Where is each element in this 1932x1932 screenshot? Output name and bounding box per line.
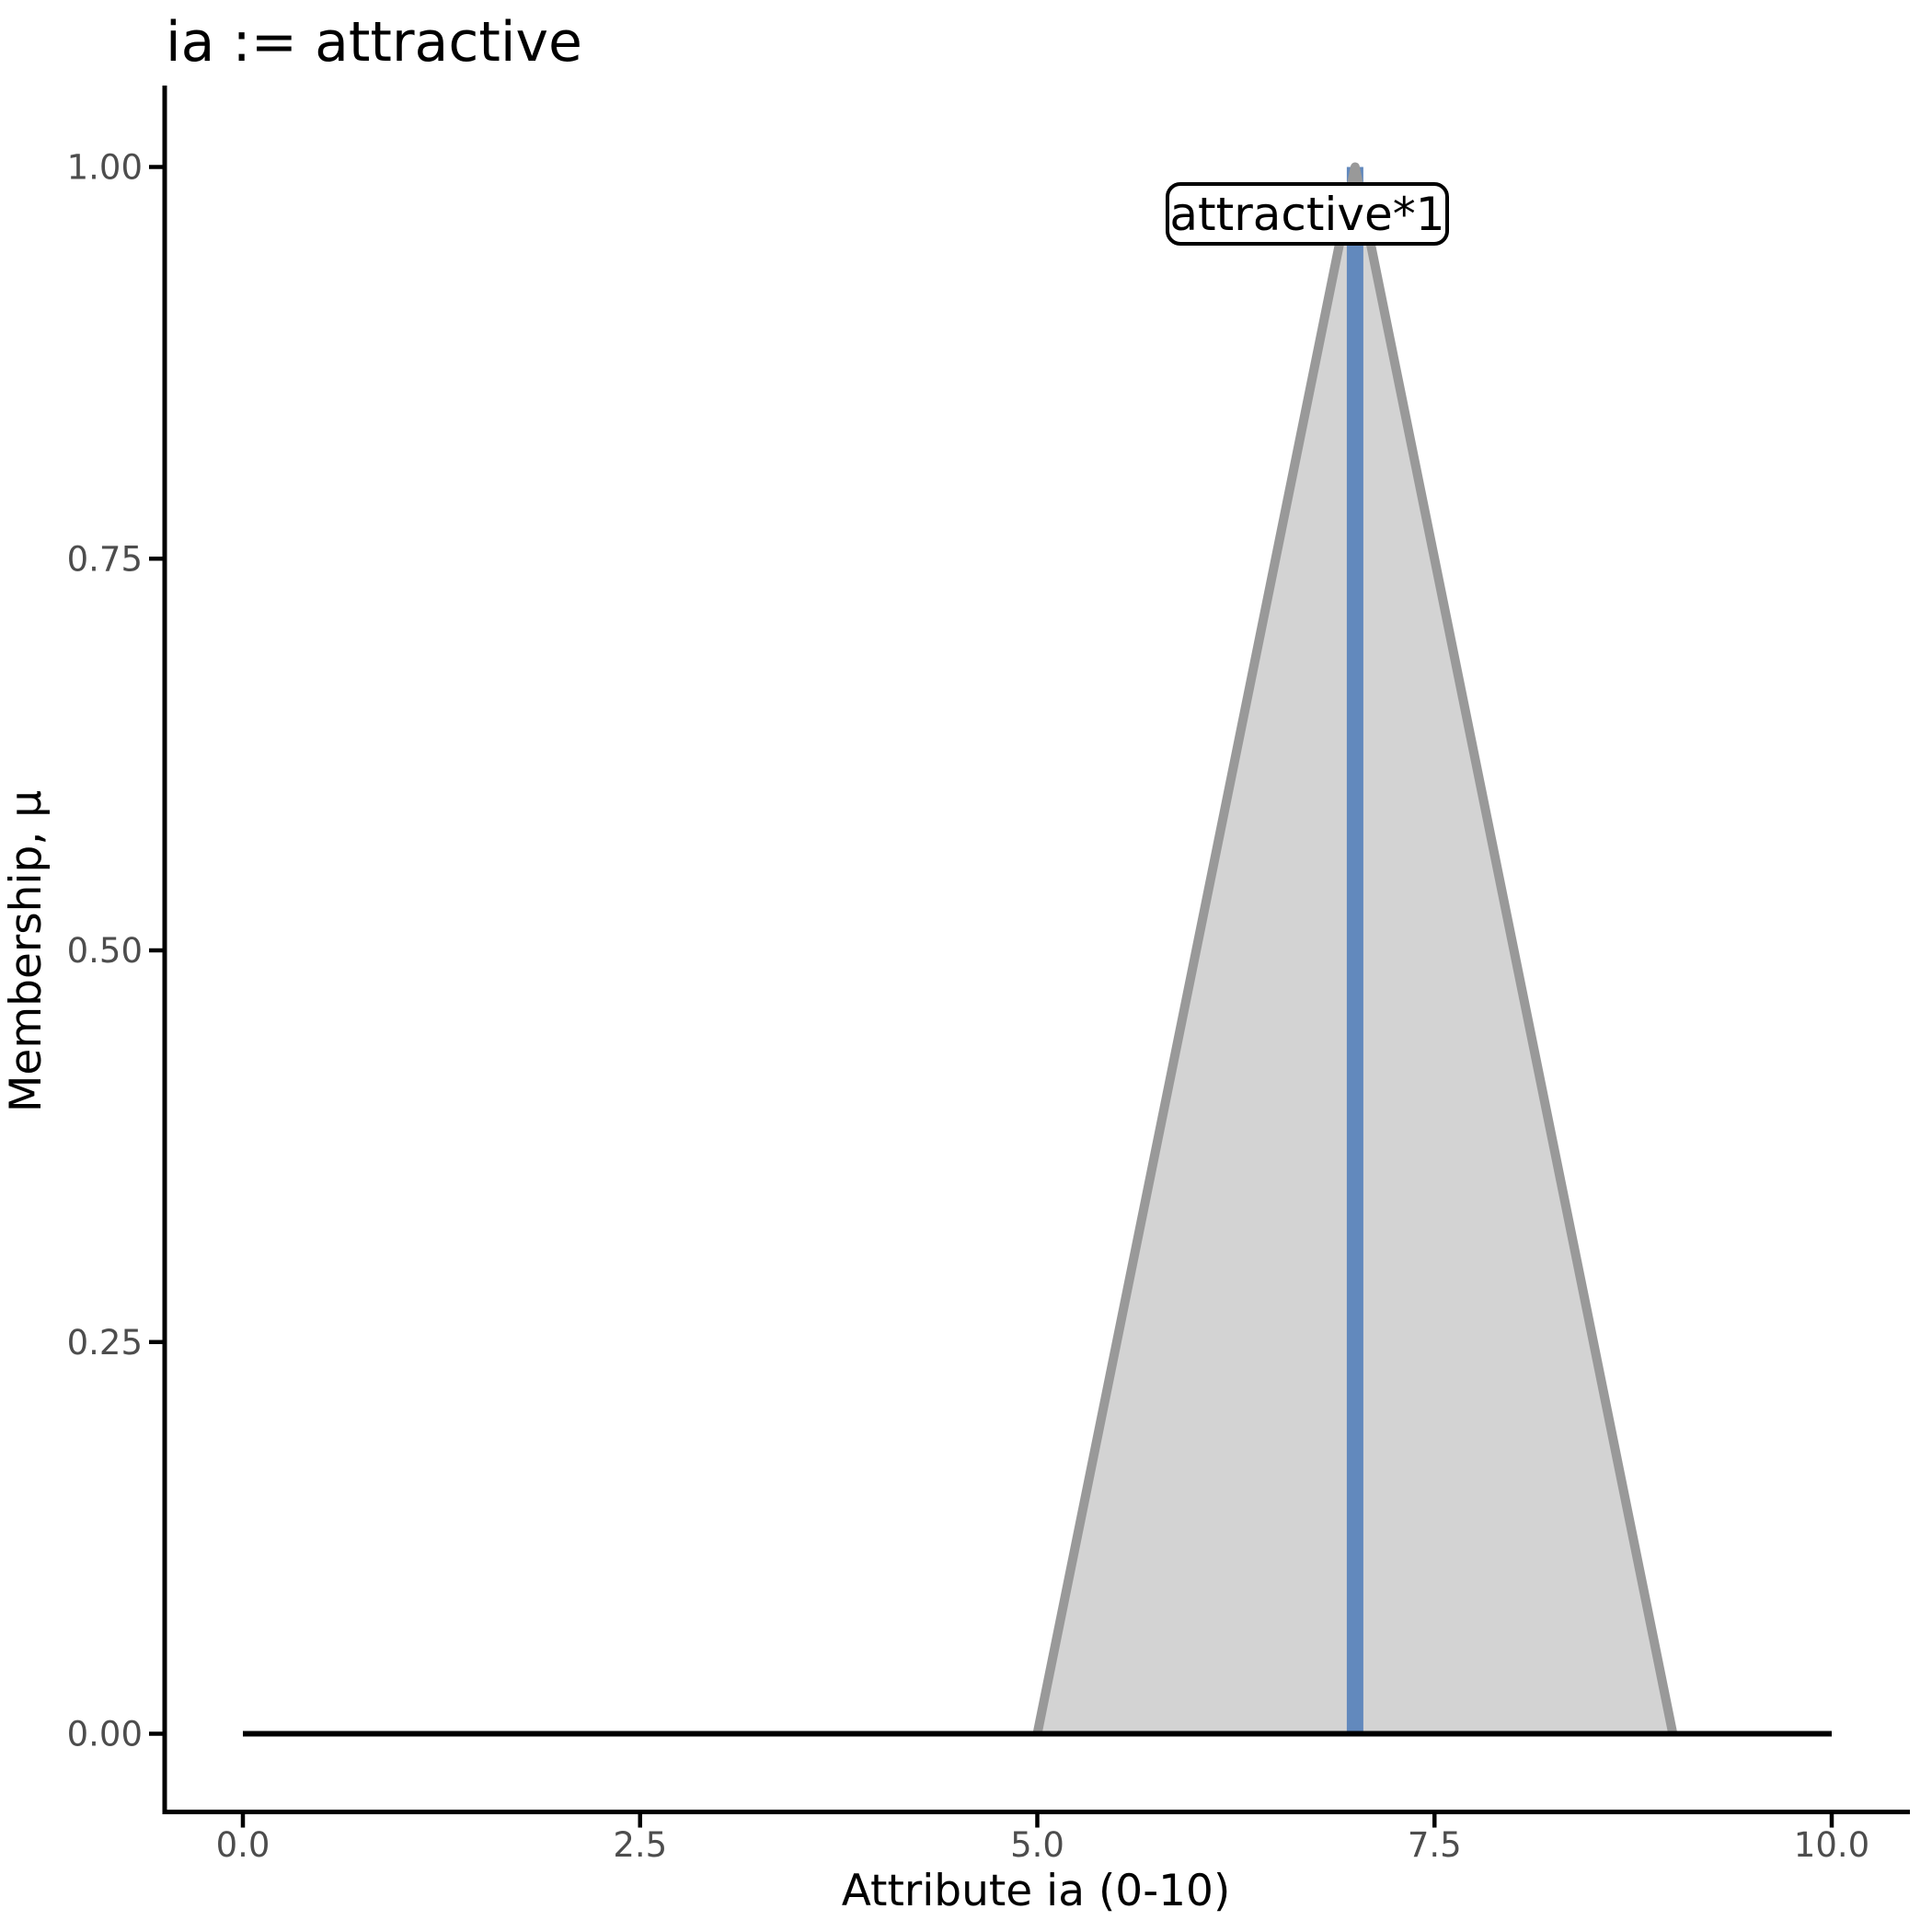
x-axis-ticks: 0.0 2.5 5.0 7.5 10.0 xyxy=(216,1811,1869,1865)
y-tick-label: 0.00 xyxy=(67,1715,143,1754)
y-tick-label: 1.00 xyxy=(67,148,143,188)
y-tick-label: 0.75 xyxy=(67,539,143,579)
y-tick-label: 0.25 xyxy=(67,1323,143,1363)
x-tick-label: 5.0 xyxy=(1010,1825,1064,1865)
plot-title: ia := attractive xyxy=(166,10,582,75)
y-axis-ticks: 0.00 0.25 0.50 0.75 1.00 xyxy=(67,148,165,1754)
annotation-box xyxy=(1166,182,1449,246)
y-axis-title: Membership, μ xyxy=(1,790,52,1112)
x-axis-title: Attribute ia (0-10) xyxy=(842,1866,1231,1916)
x-tick-label: 10.0 xyxy=(1794,1825,1869,1865)
annotation-label: attractive*1 xyxy=(1169,188,1444,241)
x-tick-label: 0.0 xyxy=(216,1825,270,1865)
annotation-layer: attractive*1 xyxy=(1166,182,1449,246)
y-tick-label: 0.50 xyxy=(67,931,143,971)
series-layer xyxy=(243,162,1832,1737)
x-tick-label: 7.5 xyxy=(1408,1825,1462,1865)
attractive-membership-triangle-outline xyxy=(1032,162,1678,1735)
x-tick-label: 2.5 xyxy=(613,1825,667,1865)
